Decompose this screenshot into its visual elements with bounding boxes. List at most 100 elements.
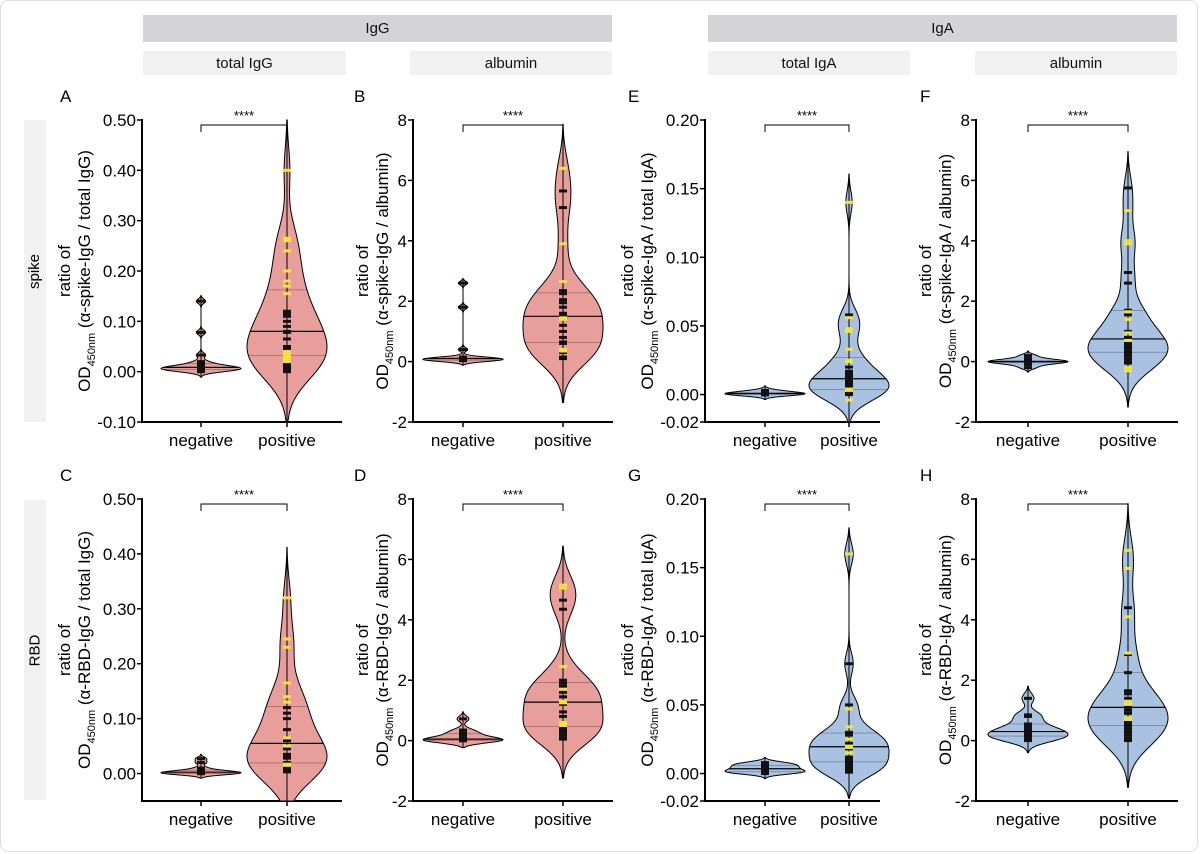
data-point [459, 281, 467, 285]
data-point [283, 314, 291, 318]
y-tick-label: 0.30 [103, 212, 136, 231]
data-point [1124, 705, 1132, 709]
data-point [283, 330, 291, 334]
data-point [845, 313, 853, 317]
data-point [1124, 351, 1132, 355]
data-point [559, 681, 567, 685]
data-point [197, 761, 205, 765]
data-point-highlight [559, 724, 567, 727]
data-point [283, 756, 291, 760]
panel-letter: D [354, 466, 366, 485]
data-point [1024, 361, 1032, 365]
data-point [559, 357, 567, 361]
panel-letter: A [60, 87, 72, 106]
data-point [1124, 653, 1132, 657]
data-point [1024, 354, 1032, 358]
data-point [845, 365, 853, 369]
y-axis-label-text: (α-spike-IgA / total IgA) [638, 152, 657, 330]
subheader-total-iga: total IgA [708, 51, 910, 75]
data-point-highlight [845, 360, 853, 364]
y-axis-label-line1: ratio of [916, 245, 935, 297]
y-tick-label: 4 [398, 232, 407, 251]
data-point [1124, 708, 1132, 712]
y-tick-label: 8 [961, 490, 970, 509]
y-axis-label-line1: ratio of [55, 624, 74, 676]
data-point-highlight [559, 242, 567, 246]
data-point [283, 319, 291, 323]
x-category-label: negative [996, 431, 1060, 450]
data-point [559, 189, 567, 193]
data-point [283, 711, 291, 715]
data-point [559, 702, 567, 706]
data-point [283, 761, 291, 765]
x-category-label: negative [733, 810, 797, 829]
data-point [283, 717, 291, 721]
data-point [1124, 354, 1132, 358]
x-category-label: positive [534, 431, 592, 450]
data-point [559, 206, 567, 210]
data-point [1124, 335, 1132, 339]
x-category-label: negative [996, 810, 1060, 829]
y-axis-label-od: OD [638, 364, 657, 390]
data-point [1024, 739, 1032, 743]
data-point [1124, 689, 1132, 693]
data-point [1124, 696, 1132, 700]
data-point [1124, 281, 1132, 285]
data-point [1124, 346, 1132, 350]
data-point [459, 348, 467, 352]
y-axis-label-text: (α-spike-IgG / albumin) [373, 152, 392, 330]
data-point-highlight [1124, 366, 1132, 370]
data-point-highlight [283, 360, 291, 364]
data-point [559, 727, 567, 731]
data-point [283, 739, 291, 743]
y-axis-label-od: OD [373, 364, 392, 390]
y-axis-label-sub: 450nm [649, 330, 661, 364]
data-point [1124, 730, 1132, 734]
y-axis-label-line1: ratio of [916, 624, 935, 676]
data-point-highlight [1124, 310, 1132, 314]
y-tick-label: 0.10 [103, 710, 136, 729]
data-point [197, 766, 205, 770]
data-point [283, 324, 291, 328]
panel-letter: G [628, 466, 641, 485]
data-point [283, 728, 291, 732]
y-axis-label-sub: 450nm [947, 329, 959, 363]
data-point-highlight [283, 681, 291, 685]
header-igg: IgG [143, 15, 612, 42]
y-tick-label: 4 [398, 611, 407, 630]
y-axis-label-text: (α-RBD-IgA / albumin) [936, 535, 955, 706]
data-point [1024, 733, 1032, 737]
data-point-highlight [283, 292, 291, 296]
data-point [845, 763, 853, 767]
significance-stars: **** [797, 108, 817, 123]
y-tick-label: 0.10 [103, 312, 136, 331]
y-tick-label: 6 [961, 171, 970, 190]
data-point [559, 298, 567, 302]
data-point [1124, 737, 1132, 741]
x-category-label: negative [431, 431, 495, 450]
y-axis-label-line1: ratio of [618, 624, 637, 676]
significance-stars: **** [234, 108, 254, 123]
data-point [559, 737, 567, 741]
data-point-highlight [845, 329, 853, 333]
significance-bracket [462, 124, 564, 132]
data-point [1124, 186, 1132, 190]
data-point [845, 733, 853, 737]
y-tick-label: 0.10 [666, 627, 699, 646]
y-axis-label-od: OD [75, 744, 94, 770]
y-axis-label-text: (α-RBD-IgG / albumin) [373, 533, 392, 707]
data-point-highlight [845, 327, 853, 331]
y-tick-label: 0.15 [666, 180, 699, 199]
data-point [459, 359, 467, 363]
data-point [1024, 734, 1032, 738]
data-point-highlight [559, 586, 567, 590]
data-point [559, 329, 567, 333]
data-point [283, 365, 291, 369]
data-point [1124, 345, 1132, 348]
x-category-label: positive [534, 810, 592, 829]
y-tick-label: 0 [398, 353, 407, 372]
data-point [845, 758, 853, 762]
